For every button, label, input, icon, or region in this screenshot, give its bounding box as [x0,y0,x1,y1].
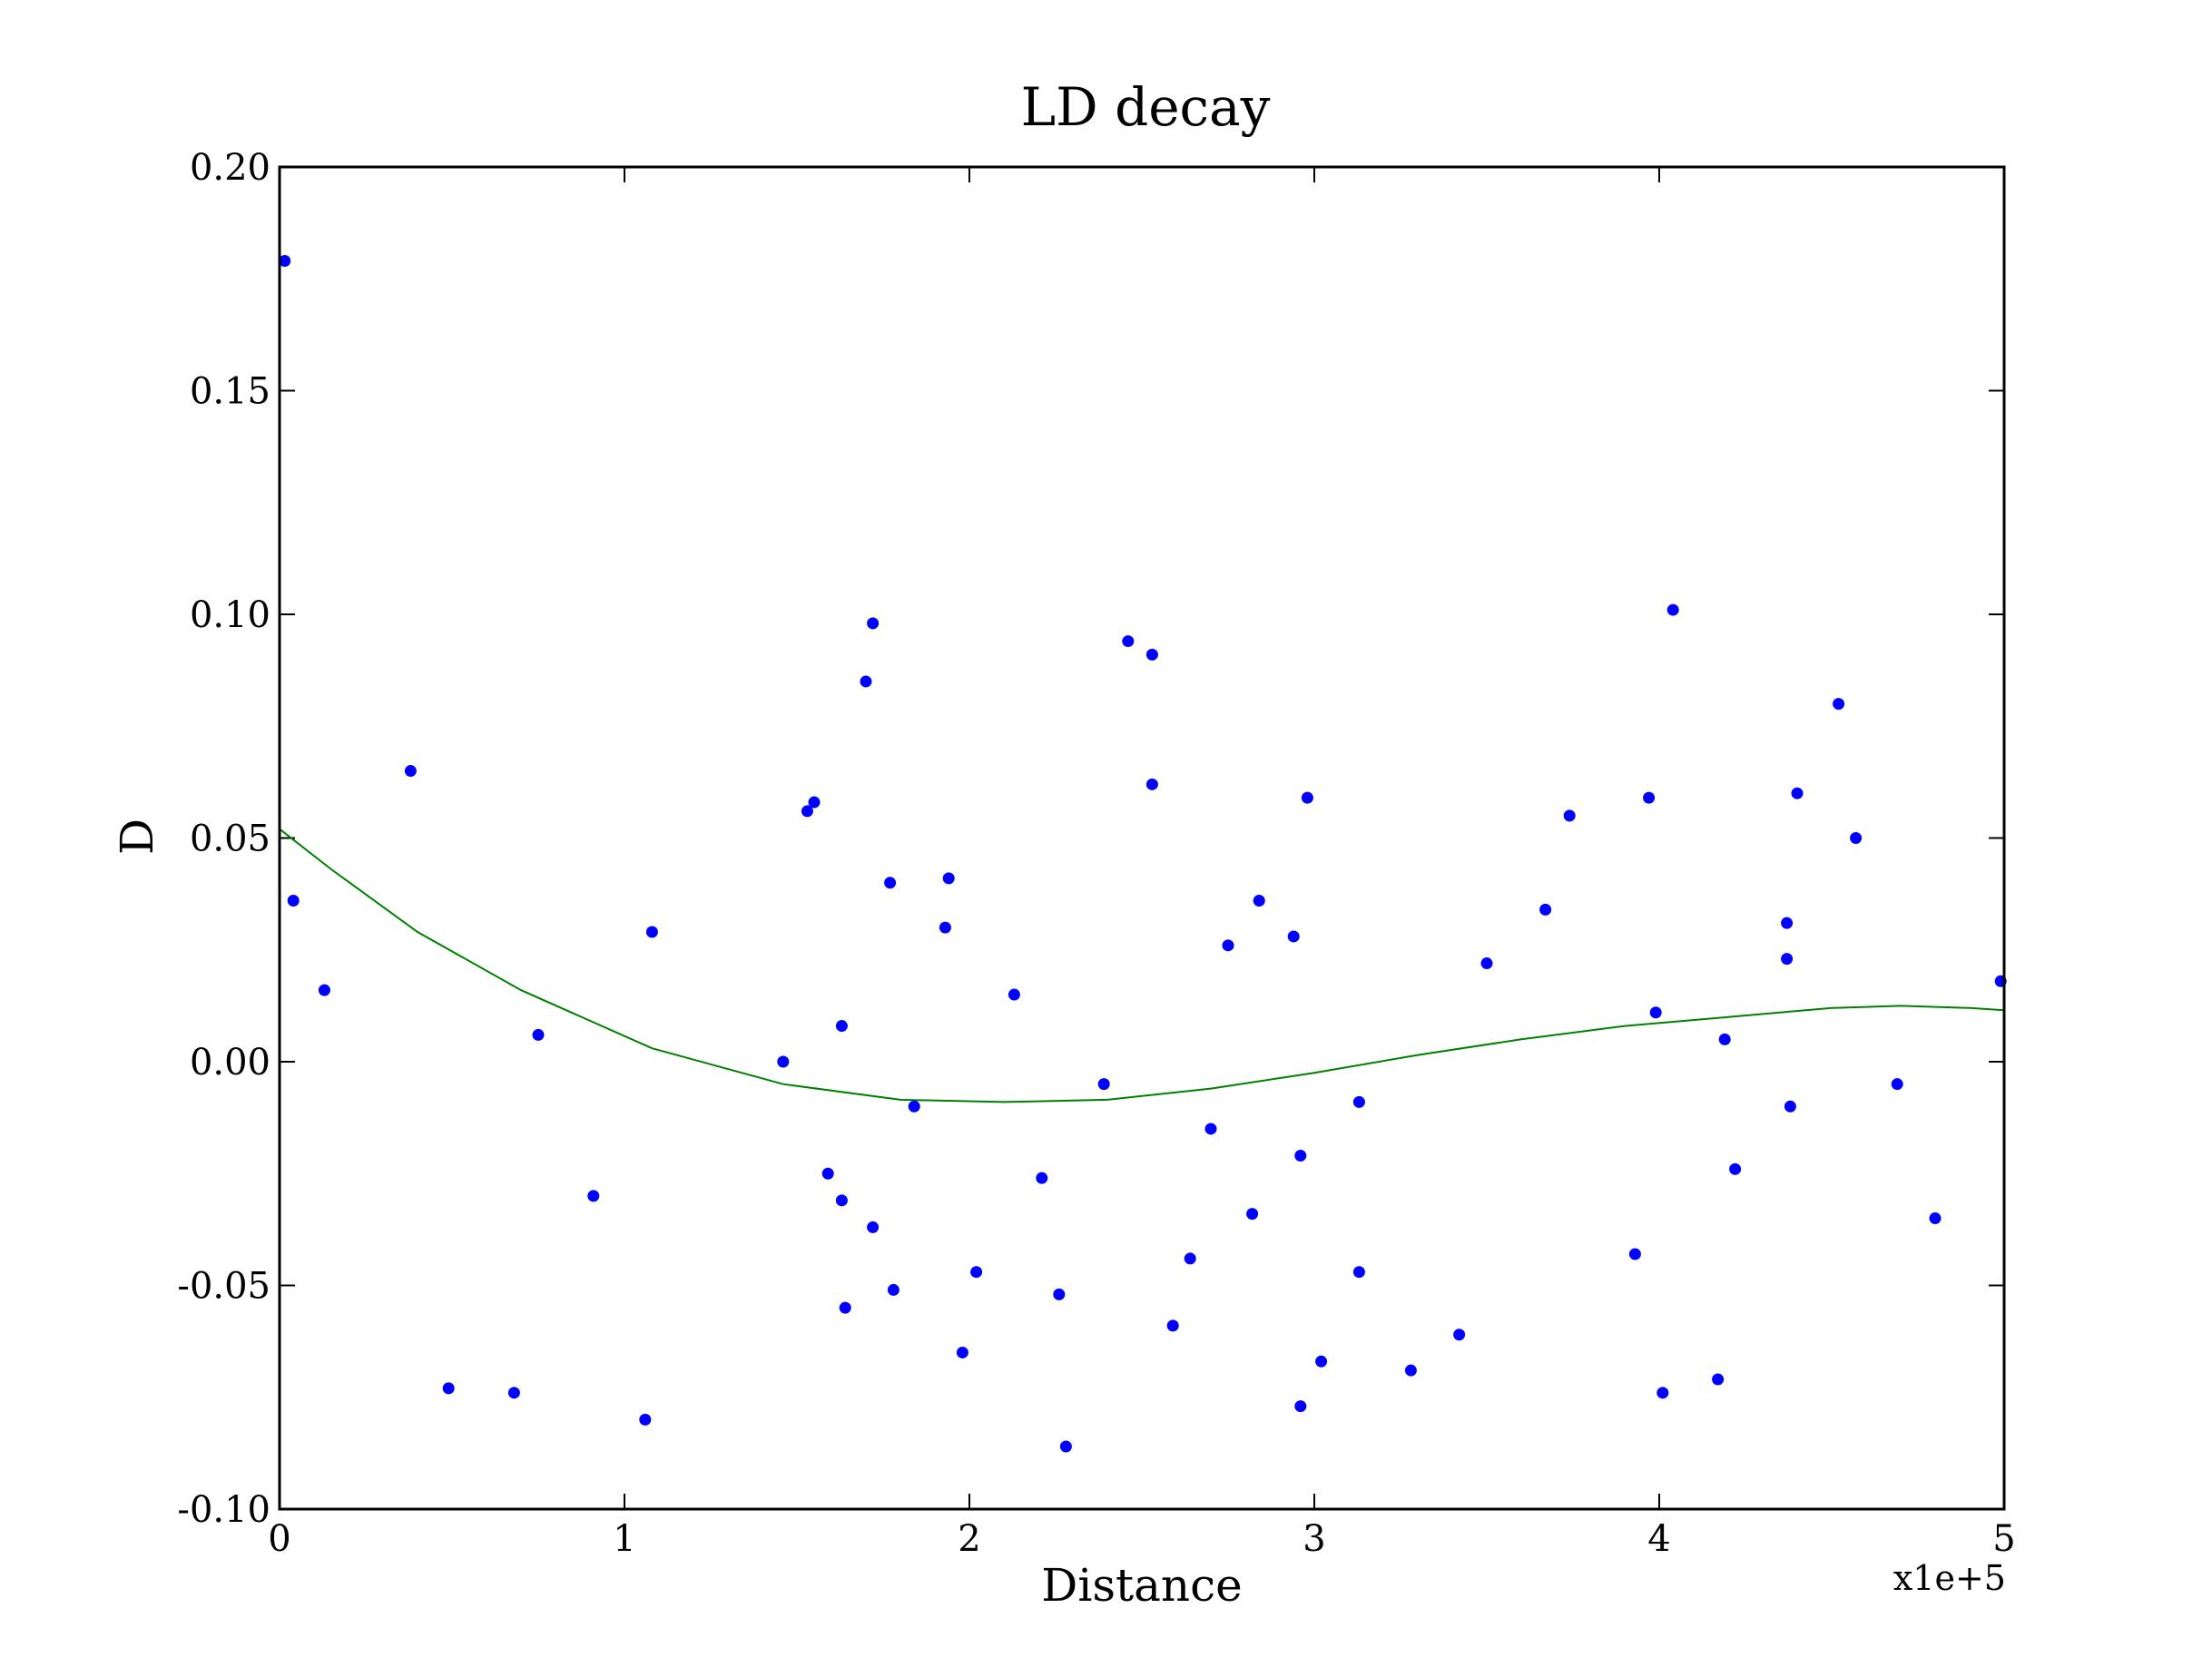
scatter-point [887,1283,900,1296]
scatter-point [1404,1364,1417,1377]
scatter-point [808,796,821,809]
scatter-point [860,675,872,688]
scatter-point [1781,917,1794,929]
scatter-point [507,1387,520,1399]
scatter-point [1097,1078,1110,1091]
scatter-point [1301,791,1313,804]
x-axis-label: Distance [1041,1559,1242,1612]
scatter-point [908,1100,920,1113]
scatter-point [939,921,951,934]
y-axis-label: D [111,819,163,855]
scatter-point [1833,698,1845,711]
x-tick-label: 5 [1992,1518,2015,1560]
scatter-point [1204,1123,1217,1135]
scatter-point [1222,939,1234,952]
scatter-point [1539,903,1552,916]
series-layer [279,255,2007,1453]
scatter-point [884,877,897,889]
plot-area [280,167,2004,1509]
x-tick-label: 2 [958,1518,980,1560]
scatter-point [1145,648,1158,661]
scatter-point [942,872,955,885]
scatter-point [645,926,658,938]
scatter-point [1643,791,1656,804]
scatter-point [1184,1252,1196,1265]
scatter-point [1036,1172,1048,1184]
scatter-point [287,895,300,907]
y-tick-label: -0.10 [177,1489,270,1531]
scatter-point [1850,832,1863,844]
scatter-point [1453,1329,1466,1341]
scatter-point [279,255,291,268]
scatter-point [1729,1162,1742,1175]
scatter-point [1563,809,1576,822]
scatter-point [1145,778,1158,790]
chart-title: LD decay [1021,76,1271,138]
scatter-point [1480,957,1493,970]
scatter-point [1649,1006,1662,1019]
scatter-point [1657,1387,1669,1399]
scatter-point [1712,1373,1725,1386]
y-tick-label: 0.10 [190,594,270,636]
fit-line [279,828,2005,1103]
scatter-point [1253,895,1265,907]
scatter-point [777,1055,790,1068]
scatter-point [835,1194,848,1207]
scatter-point [821,1167,834,1180]
x-tick-label: 4 [1647,1518,1670,1560]
scatter-point [1053,1288,1066,1300]
scatter-point [835,1020,848,1033]
scatter-point [442,1382,455,1395]
y-tick-label: 0.20 [190,147,270,189]
y-tick-label: -0.05 [177,1266,270,1308]
scatter-point [1791,787,1804,799]
scatter-point [1315,1355,1328,1368]
scatter-point [970,1266,983,1279]
scatter-point [404,765,417,778]
scatter-point [1352,1095,1365,1108]
scatter-point [1929,1212,1942,1225]
scatter-point [1718,1033,1731,1045]
scatter-point [587,1190,600,1202]
scatter-point [1628,1248,1641,1260]
y-tick-label: 0.15 [190,371,270,413]
axis-tick-labels: 0 1 2 3 4 5 -0.10 -0.05 0.00 0.05 0.10 0.15 0.20 [177,147,2015,1560]
scatter-point [801,805,813,818]
scatter-point [1166,1319,1179,1332]
scatter-point [839,1301,851,1314]
x-tick-label: 0 [268,1518,290,1560]
scatter-point [956,1346,968,1358]
scatter-point [318,984,330,996]
scatter-point [1891,1078,1903,1091]
scatter-point [1666,603,1679,616]
scatter-point [1294,1400,1307,1413]
scatter-point [867,1221,880,1233]
scatter-point [1122,635,1135,648]
x-tick-label: 3 [1303,1518,1325,1560]
scatter-point [1352,1266,1365,1279]
y-tick-label: 0.05 [190,819,270,860]
scatter-point [1781,953,1794,966]
scatter-point [1246,1208,1259,1221]
scatter-point [1008,988,1020,1001]
scatter-point [532,1028,545,1041]
scatter-point [1287,930,1300,943]
scatter-point [1059,1440,1072,1453]
x-axis-offset-label: x1e+5 [1893,1558,2006,1598]
scatter-point [639,1413,652,1426]
x-tick-label: 1 [613,1518,635,1560]
scatter-point [1784,1100,1796,1113]
scatter-point [867,617,880,630]
plot-frame [278,165,2006,1511]
y-tick-label: 0.00 [190,1042,270,1084]
scatter-point [1294,1150,1307,1162]
